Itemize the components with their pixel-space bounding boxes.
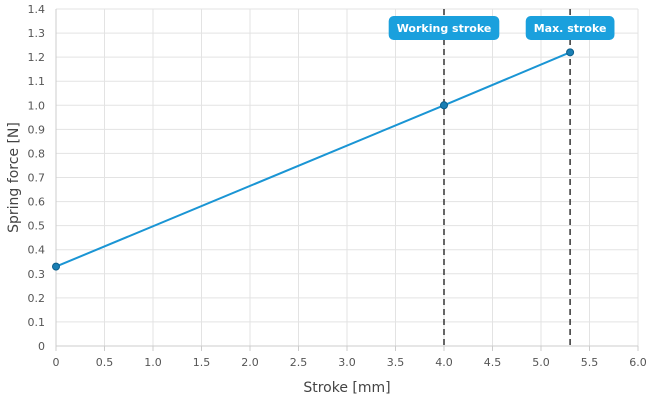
annotation-label: Max. stroke — [534, 22, 607, 35]
x-tick-label: 1.0 — [144, 356, 162, 369]
y-tick-label: 0.5 — [28, 220, 46, 233]
annotation-label: Working stroke — [397, 22, 492, 35]
annotation-badges: Working stroke Max. stroke — [388, 16, 615, 40]
y-tick-label: 0.1 — [28, 316, 46, 329]
x-tick-label: 1.5 — [193, 356, 211, 369]
data-point — [52, 262, 60, 271]
x-tick-label: 3.0 — [338, 356, 356, 369]
x-tick-label: 5.5 — [581, 356, 599, 369]
x-tick-label: 2.0 — [241, 356, 259, 369]
annotation-badge: Working stroke — [388, 16, 500, 40]
x-tick-label: 4.5 — [484, 356, 502, 369]
x-tick-label: 3.5 — [387, 356, 405, 369]
annotation-badge: Max. stroke — [525, 16, 615, 40]
x-tick-label: 0 — [53, 356, 60, 369]
y-tick-label: 1.0 — [28, 99, 46, 112]
y-tick-label: 0.2 — [28, 292, 46, 305]
y-tick-label: 0.7 — [28, 172, 46, 185]
axes: 0 0.5 1.0 1.5 2.0 2.5 3.0 3.5 4.0 4.5 5.0 5.5 6.0 0 0.… — [28, 3, 647, 369]
x-tick-label: 0.5 — [96, 356, 114, 369]
y-tick-label: 0.4 — [28, 244, 46, 257]
y-tick-label: 0.6 — [28, 196, 46, 209]
y-tick-label: 1.1 — [28, 75, 46, 88]
y-tick-label: 0.3 — [28, 268, 46, 281]
reference-lines — [443, 9, 571, 346]
y-tick-label: 1.3 — [28, 27, 46, 40]
y-tick-label: 1.4 — [28, 3, 46, 16]
x-axis-label: Stroke [mm] — [303, 380, 390, 396]
annotation-badge-box — [525, 16, 615, 40]
x-tick-label: 6.0 — [629, 356, 647, 369]
y-axis-label: Spring force [N] — [6, 122, 22, 233]
data-point — [440, 101, 448, 110]
y-tick-label: 0.8 — [28, 147, 46, 160]
x-tick-label: 2.5 — [290, 356, 308, 369]
y-tick-label: 1.2 — [28, 51, 46, 64]
series — [52, 48, 575, 271]
y-tick-label: 0 — [38, 340, 45, 353]
y-tick-label: 0.9 — [28, 123, 46, 136]
x-tick-label: 5.0 — [532, 356, 550, 369]
annotation-badge-box — [388, 16, 500, 40]
data-point — [566, 48, 575, 57]
x-tick-label: 4.0 — [435, 356, 453, 369]
